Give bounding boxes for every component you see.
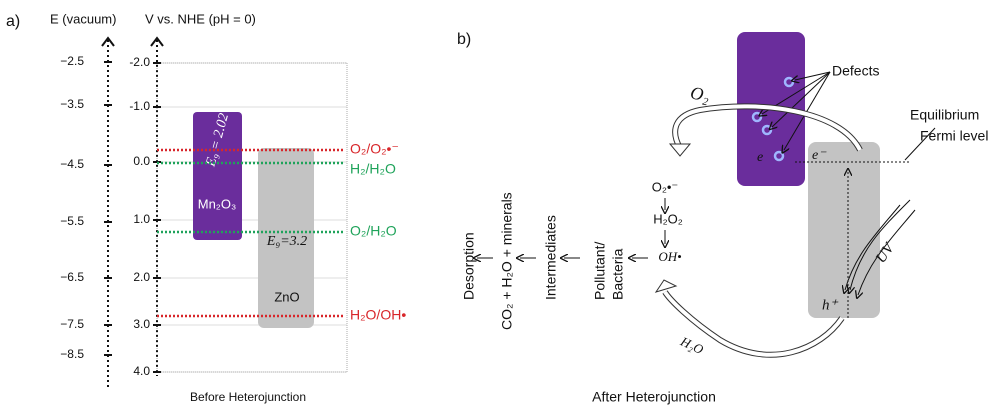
tick-label: -2.0 xyxy=(129,55,150,69)
label: Equilibrium xyxy=(910,107,979,123)
step: Pollutant/ xyxy=(592,242,608,300)
species: O₂•⁻ xyxy=(652,179,679,194)
step: Bacteria xyxy=(610,248,626,300)
arrowhead xyxy=(668,143,692,157)
label: Defects xyxy=(832,63,879,79)
material: ZnO xyxy=(274,289,299,304)
ticks: −2.5 −3.5 −4.5 −5.5 −6.5 −7.5 −8.5 -2.0 -1.0 0.0 1… xyxy=(60,54,347,378)
uv-rays xyxy=(845,199,916,295)
tick-label: -1.0 xyxy=(129,99,150,113)
arrow xyxy=(904,127,936,161)
label: Fermi level xyxy=(920,128,988,144)
step: Desorption xyxy=(461,232,477,300)
mn2o3-band xyxy=(193,112,242,240)
tick-label: −6.5 xyxy=(60,270,84,284)
tick-label: 1.0 xyxy=(133,212,150,226)
redox-label: O₂/H₂O xyxy=(350,223,397,239)
levels: O₂/O₂•⁻ H₂/H₂O O₂/H₂O H₂O/OH• xyxy=(157,141,406,323)
axis-title: E (vacuum) xyxy=(50,11,116,26)
axis-title: V vs. NHE (pH = 0) xyxy=(145,11,256,26)
arrow xyxy=(673,104,862,151)
frame xyxy=(156,62,348,373)
label: H₂O xyxy=(678,333,707,357)
tick-label: 0.0 xyxy=(133,154,150,168)
tick-label: 4.0 xyxy=(133,364,150,378)
tick-label: 2.0 xyxy=(133,270,150,284)
label: O₂ xyxy=(689,82,712,106)
tick-label: −8.5 xyxy=(60,347,84,361)
redox-label: O₂/O₂•⁻ xyxy=(350,141,399,157)
step: Intermediates xyxy=(543,215,559,300)
tick-label: −7.5 xyxy=(60,317,84,331)
axis-arrow xyxy=(150,36,164,47)
panel-label: a) xyxy=(6,13,20,30)
arrowhead xyxy=(654,279,678,293)
panel-label: b) xyxy=(457,31,471,48)
caption: After Heterojunction xyxy=(592,389,716,405)
caption: Before Heterojunction xyxy=(190,390,306,404)
tick-label: 3.0 xyxy=(133,317,150,331)
arrow xyxy=(663,290,844,357)
step: CO₂ + H₂O + minerals xyxy=(499,192,515,330)
tick-label: −2.5 xyxy=(60,54,84,68)
species: OH• xyxy=(658,249,681,264)
label: e⁻ xyxy=(812,148,827,163)
material: Mn₂O₃ xyxy=(198,196,237,211)
label: h⁺ xyxy=(822,297,839,313)
redox-label: H₂/H₂O xyxy=(350,161,396,177)
tick-label: −3.5 xyxy=(60,97,84,111)
redox-label: H₂O/OH• xyxy=(350,307,406,323)
axis-arrow xyxy=(101,36,115,47)
zno-band xyxy=(258,148,314,328)
species: H₂O₂ xyxy=(653,211,683,226)
tick-label: −5.5 xyxy=(60,214,84,228)
band-gap: E₉=3.2 xyxy=(266,234,307,249)
zno-band xyxy=(808,142,880,318)
tick-label: −4.5 xyxy=(60,157,84,171)
label: e xyxy=(757,150,763,165)
